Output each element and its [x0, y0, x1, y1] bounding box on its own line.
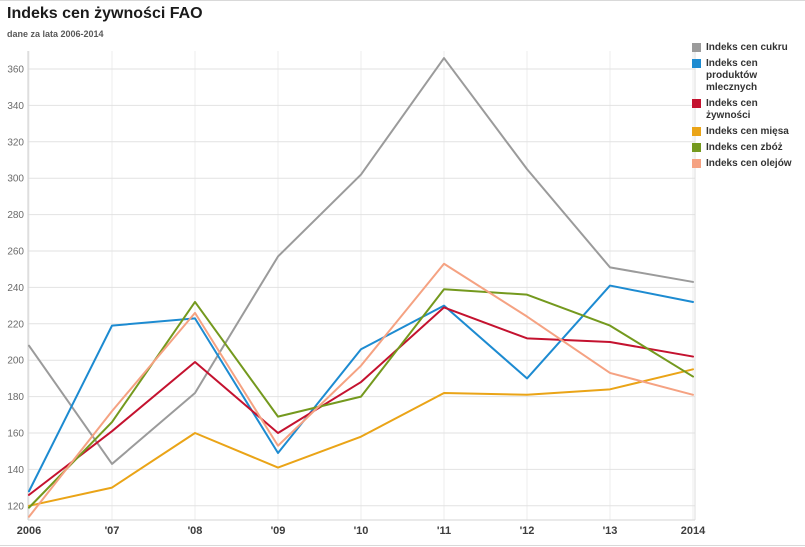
legend-item-5[interactable]: Indeks cen olejów	[692, 158, 802, 170]
legend-swatch-icon	[692, 59, 701, 68]
x-axis-label: '08	[188, 525, 203, 537]
legend-item-4[interactable]: Indeks cen zbóż	[692, 142, 802, 154]
series-line-3	[28, 368, 694, 507]
y-axis-label: 360	[7, 65, 24, 76]
chart-title: Indeks cen żywności FAO	[7, 5, 203, 22]
y-axis-label: 320	[7, 137, 24, 148]
legend-swatch-icon	[692, 43, 701, 52]
series-line-4	[28, 288, 694, 509]
series-line-2	[28, 306, 694, 496]
y-axis-label: 220	[7, 319, 24, 330]
y-axis-label: 300	[7, 174, 24, 185]
legend-item-3[interactable]: Indeks cen mięsa	[692, 126, 802, 138]
series-line-0	[28, 57, 694, 465]
chart-subtitle: dane za lata 2006-2014	[7, 29, 104, 39]
y-axis-label: 160	[7, 429, 24, 440]
legend-label: Indeks cen mięsa	[706, 126, 789, 137]
legend-label: Indeks cen zbóż	[706, 142, 783, 153]
y-axis-label: 120	[7, 501, 24, 512]
x-axis-label: 2014	[681, 525, 706, 537]
legend-swatch-icon	[692, 143, 701, 152]
legend-label: Indeks cen produktów mlecznych	[706, 58, 758, 93]
legend-item-1[interactable]: Indeks cen produktów mlecznych	[692, 58, 802, 94]
x-axis-label: '10	[354, 525, 369, 537]
y-axis-label: 140	[7, 465, 24, 476]
y-axis-label: 180	[7, 392, 24, 403]
y-axis-label: 280	[7, 210, 24, 221]
x-axis-label: '09	[271, 525, 286, 537]
x-axis-label: '12	[520, 525, 535, 537]
y-axis-label: 200	[7, 356, 24, 367]
y-axis-label: 240	[7, 283, 24, 294]
legend-label: Indeks cen olejów	[706, 158, 792, 169]
series-line-1	[28, 284, 694, 493]
legend-swatch-icon	[692, 127, 701, 136]
x-axis-label: '07	[105, 525, 120, 537]
series-line-5	[28, 262, 694, 518]
legend-item-0[interactable]: Indeks cen cukru	[692, 42, 802, 54]
y-axis-label: 260	[7, 247, 24, 258]
x-axis-label: '13	[603, 525, 618, 537]
y-axis-label: 340	[7, 101, 24, 112]
legend-label: Indeks cen żywności	[706, 98, 758, 121]
line-chart: 2006 '07 '08 '09 '10 '11 '12 '13 2014 360 340 320 30…	[7, 51, 706, 537]
legend-swatch-icon	[692, 99, 701, 108]
legend-swatch-icon	[692, 159, 701, 168]
x-axis-label: 2006	[17, 525, 41, 537]
legend-label: Indeks cen cukru	[706, 42, 788, 53]
x-axis-label: '11	[437, 525, 451, 537]
legend-item-2[interactable]: Indeks cen żywności	[692, 98, 802, 122]
legend: Indeks cen cukru Indeks cen produktów mle…	[692, 42, 802, 174]
